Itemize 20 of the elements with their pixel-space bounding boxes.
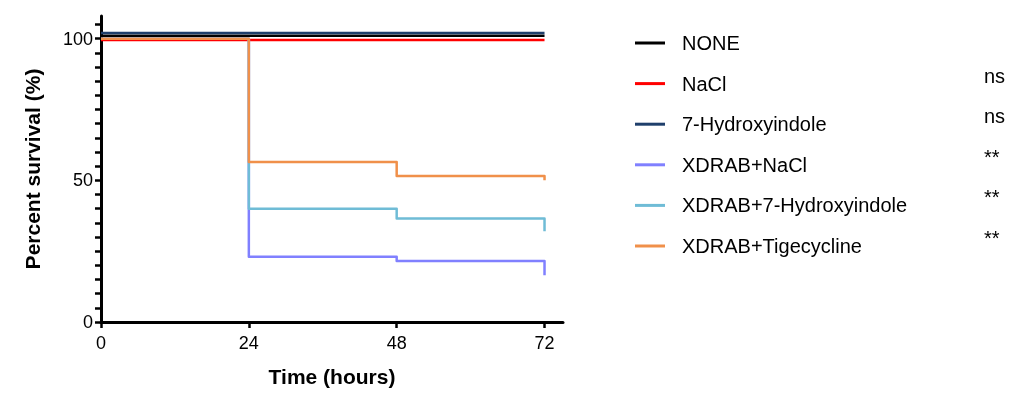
x-tick-label: 72 [534, 333, 555, 353]
legend-label: 7-Hydroxyindole [682, 113, 827, 136]
x-tick-label: 24 [238, 333, 259, 353]
y-axis-title: Percent survival (%) [21, 68, 44, 270]
y-tick-label: 0 [82, 312, 93, 332]
x-tick-label: 0 [95, 333, 107, 353]
text: ** [984, 227, 1000, 249]
legend-label: NONE [682, 32, 740, 54]
y-tick-label: 50 [72, 170, 93, 191]
legend-label: NaCl [682, 72, 727, 95]
x-tick-label: 48 [386, 333, 407, 353]
text: ns [984, 64, 1006, 87]
text: ** [984, 186, 1000, 209]
legend-label: XDRAB+7-Hydroxyindole [682, 194, 908, 217]
text: ns [984, 105, 1006, 128]
text: ** [984, 145, 1000, 168]
y-tick-label: 100 [62, 28, 93, 49]
legend-label: XDRAB+NaCl [682, 153, 808, 176]
x-axis-title: Time (hours) [268, 365, 396, 388]
legend-label: XDRAB+Tigecycline [682, 235, 862, 257]
